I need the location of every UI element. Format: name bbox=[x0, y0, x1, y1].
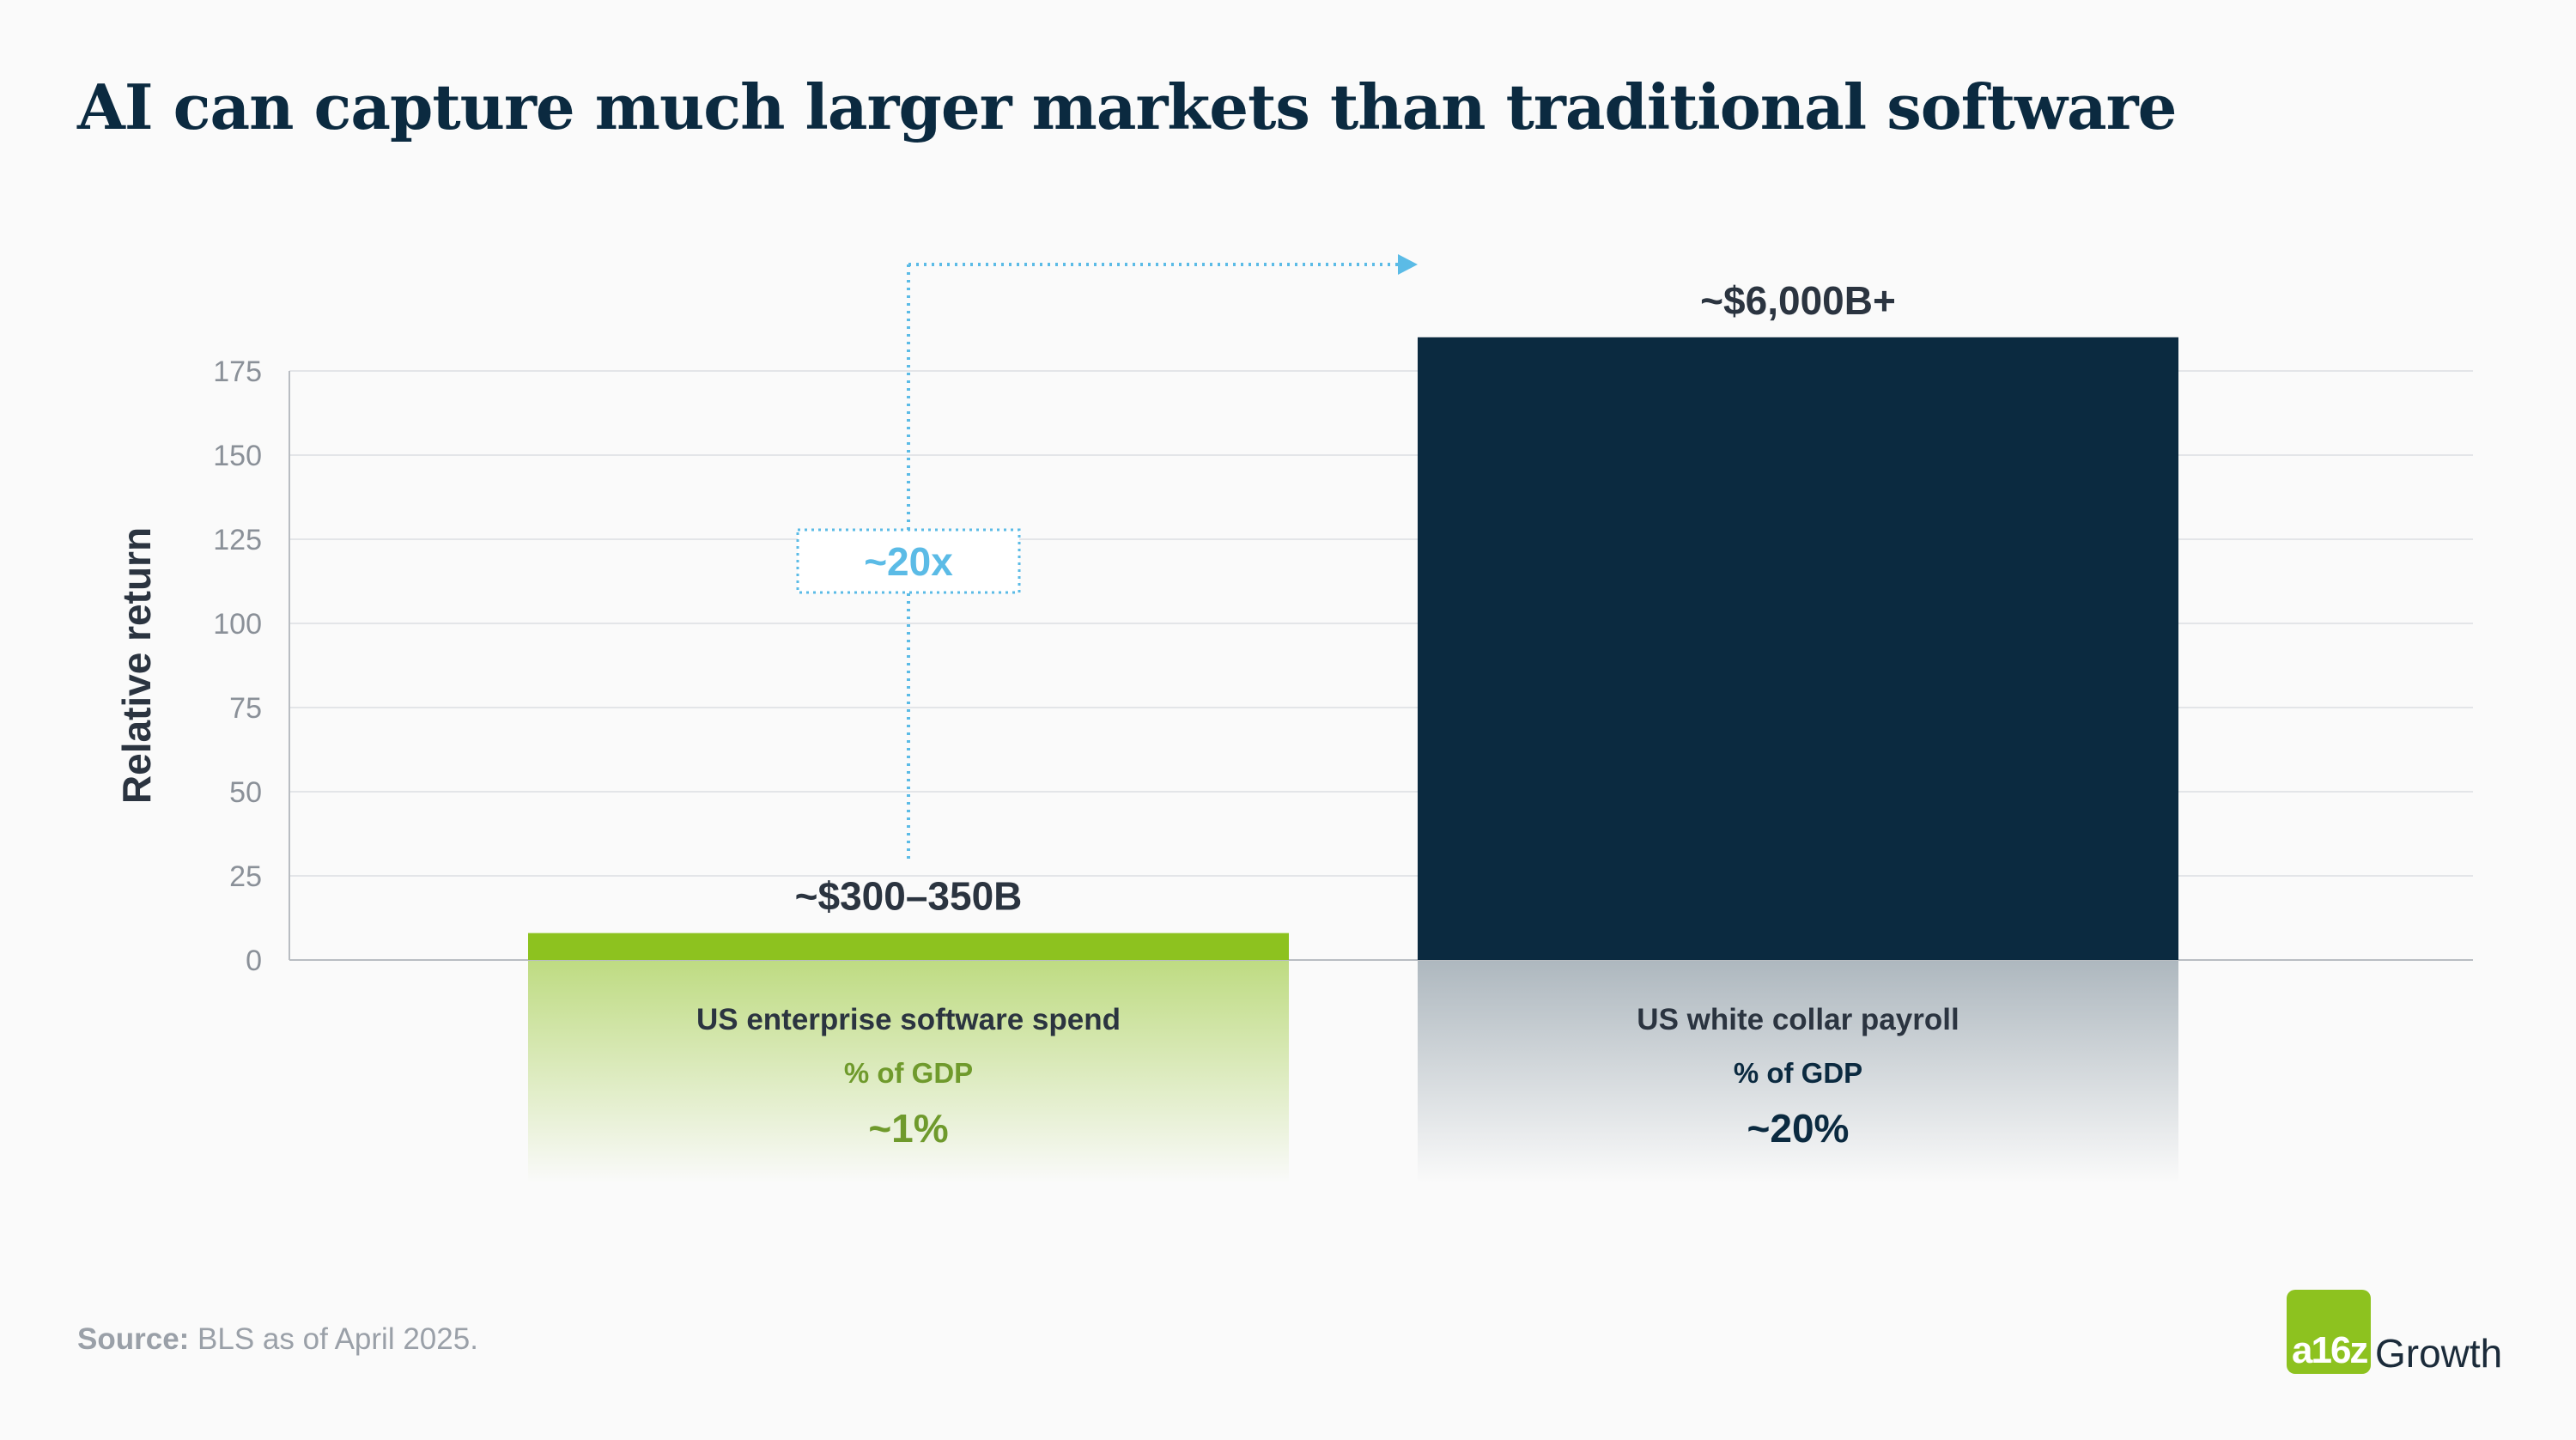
multiplier-annotation: ~20x bbox=[796, 254, 1418, 859]
gdp-value: ~1% bbox=[868, 1106, 948, 1151]
logo-mark: a16z bbox=[2292, 1329, 2368, 1371]
bars bbox=[528, 337, 2178, 960]
labels: ~$300–350B US enterprise software spend % … bbox=[696, 278, 1959, 1151]
bar bbox=[1418, 337, 2178, 960]
axes: 0 25 50 75 100 125 150 175 Relative return bbox=[114, 355, 2473, 977]
logo-text: Growth bbox=[2375, 1331, 2503, 1376]
category-label: US enterprise software spend bbox=[696, 1003, 1121, 1036]
gdp-label: % of GDP bbox=[1734, 1057, 1862, 1089]
multiplier-box bbox=[796, 528, 1021, 594]
arrowhead bbox=[1398, 254, 1418, 275]
y-tick-label: 100 bbox=[213, 608, 262, 641]
logo-badge: a16z bbox=[2287, 1290, 2371, 1374]
y-tick-label: 50 bbox=[229, 776, 262, 809]
category-panel bbox=[528, 960, 1289, 1183]
source-note: Source: BLS as of April 2025. bbox=[77, 1322, 478, 1357]
y-tick-label: 175 bbox=[213, 355, 262, 388]
source-label: Source: bbox=[77, 1322, 190, 1356]
bar-value-label: ~$300–350B bbox=[795, 874, 1023, 919]
y-tick-label: 0 bbox=[246, 945, 262, 977]
y-tick-label: 125 bbox=[213, 524, 262, 556]
y-tick-label: 75 bbox=[229, 692, 262, 725]
y-axis-title: Relative return bbox=[114, 527, 159, 804]
source-text: BLS as of April 2025. bbox=[189, 1322, 478, 1356]
category-panels bbox=[528, 960, 2178, 1183]
bar-value-label: ~$6,000B+ bbox=[1700, 278, 1896, 323]
multiplier-label: ~20x bbox=[864, 539, 953, 584]
a16z-growth-logo: a16z Growth bbox=[2287, 1290, 2510, 1376]
category-label: US white collar payroll bbox=[1637, 1003, 1959, 1036]
bar bbox=[528, 933, 1289, 960]
gdp-value: ~20% bbox=[1747, 1106, 1850, 1151]
y-tick-label: 25 bbox=[229, 860, 262, 893]
y-tick-label: 150 bbox=[213, 440, 262, 472]
gdp-label: % of GDP bbox=[844, 1057, 973, 1089]
chart-title: AI can capture much larger markets than … bbox=[77, 70, 2177, 143]
category-panel bbox=[1418, 960, 2178, 1183]
